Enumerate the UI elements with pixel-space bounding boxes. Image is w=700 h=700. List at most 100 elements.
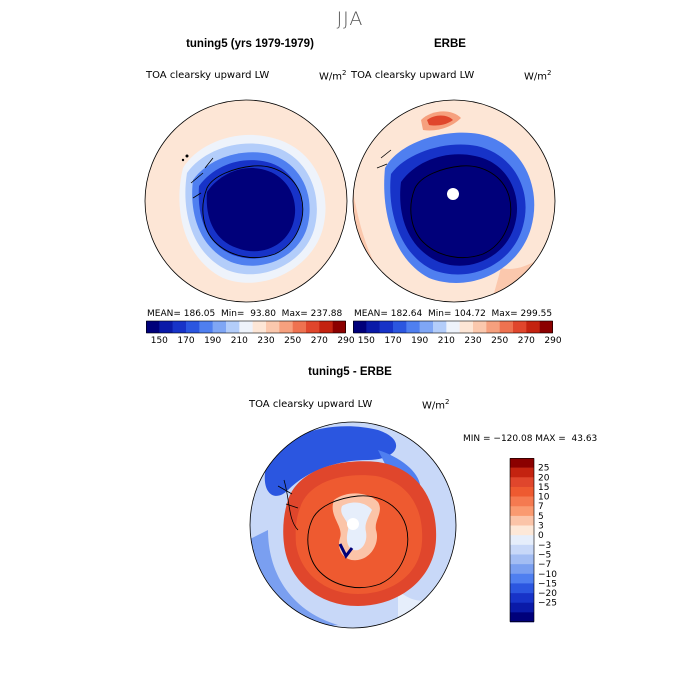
colorbar-tick-label: 190: [411, 336, 429, 346]
colorbar-swatch: [510, 593, 534, 604]
colorbar-swatch: [353, 321, 367, 333]
colorbar-obs: [353, 320, 553, 334]
colorbar-tick-label: −7: [538, 560, 551, 570]
variable-label-model: TOA clearsky upward LW: [146, 70, 270, 81]
colorbar-swatch: [332, 321, 346, 333]
panel-title-diff: tuning5 - ERBE: [308, 366, 392, 378]
colorbar-swatch: [186, 321, 200, 333]
colorbar-tick-label: 7: [538, 502, 544, 512]
colorbar-swatch: [510, 477, 534, 488]
colorbar-swatch: [486, 321, 500, 333]
colorbar-swatch: [510, 573, 534, 584]
colorbar-tick-label: 170: [384, 336, 402, 346]
colorbar-swatch: [473, 321, 487, 333]
colorbar-tick-label: 15: [538, 483, 549, 493]
colorbar-tick-label: 230: [464, 336, 482, 346]
stats-obs: MEAN= 182.64 Min= 104.72 Max= 299.55: [354, 309, 553, 319]
colorbar-swatch: [510, 506, 534, 517]
colorbar-swatch: [172, 321, 187, 333]
colorbar-swatch: [159, 321, 173, 333]
colorbar-tick-label: 5: [538, 512, 544, 522]
colorbar-tick-label: 270: [310, 336, 328, 346]
colorbar-tick-label: 210: [230, 336, 248, 346]
units-label-obs: W/m2: [524, 69, 552, 83]
colorbar-model: [146, 320, 346, 334]
colorbar-swatch: [379, 321, 394, 333]
colorbar-frame: [509, 458, 535, 622]
figure-title: JJA: [336, 8, 364, 30]
colorbar-swatch: [510, 467, 534, 478]
colorbar-tick-label: 150: [150, 336, 168, 346]
colorbar-tick-label: −10: [538, 570, 557, 580]
colorbar-swatch: [212, 321, 227, 333]
colorbar-swatch: [539, 321, 553, 333]
colorbar-swatch: [510, 602, 534, 613]
colorbar-swatch: [146, 321, 160, 333]
colorbar-tick-label: 290: [337, 336, 355, 346]
colorbar-swatch: [513, 321, 527, 333]
colorbar-tick-label: 25: [538, 464, 549, 474]
colorbar-swatch: [252, 321, 267, 333]
colorbar-swatch: [510, 535, 534, 546]
colorbar-tick-label: 270: [517, 336, 535, 346]
panel-title-obs: ERBE: [434, 38, 466, 50]
colorbar-tick-label: 290: [544, 336, 562, 346]
colorbar-tick-label: 3: [538, 522, 544, 532]
colorbar-swatch: [319, 321, 333, 333]
colorbar-tick-label: 0: [538, 531, 544, 541]
colorbar-swatch: [510, 583, 534, 594]
polar-map-obs: [352, 99, 556, 303]
colorbar-swatch: [199, 321, 213, 333]
colorbar-swatch: [510, 496, 534, 507]
colorbar-frame: [146, 320, 346, 334]
colorbar-swatch: [266, 321, 280, 333]
colorbar-swatch: [419, 321, 434, 333]
colorbar-swatch: [292, 321, 307, 333]
colorbar-swatch: [239, 321, 253, 333]
panel-title-model: tuning5 (yrs 1979-1979): [186, 38, 314, 50]
colorbar-tick-label: 170: [177, 336, 195, 346]
colorbar-tick-label: −5: [538, 550, 551, 560]
colorbar-swatch: [510, 612, 534, 623]
colorbar-swatch: [510, 564, 534, 575]
colorbar-tick-label: 210: [437, 336, 455, 346]
colorbar-swatch: [499, 321, 514, 333]
polar-map-diff: [249, 421, 457, 629]
colorbar-tick-label: 230: [257, 336, 275, 346]
stats-diff: MIN = −120.08 MAX = 43.63: [463, 434, 598, 444]
colorbar-swatch: [306, 321, 320, 333]
colorbar-tick-label: −20: [538, 589, 557, 599]
colorbar-swatch: [406, 321, 420, 333]
colorbar-swatch: [446, 321, 460, 333]
colorbar-swatch: [526, 321, 540, 333]
colorbar-swatch: [459, 321, 474, 333]
colorbar-swatch: [510, 515, 534, 526]
variable-label-obs: TOA clearsky upward LW: [351, 70, 475, 81]
colorbar-frame: [353, 320, 553, 334]
units-label-model: W/m2: [319, 69, 347, 83]
polar-map-model: [144, 99, 348, 303]
colorbar-swatch: [226, 321, 240, 333]
colorbar-swatch: [510, 458, 534, 468]
colorbar-tick-label: −3: [538, 541, 551, 551]
colorbar-tick-label: 250: [491, 336, 509, 346]
colorbar-swatch: [393, 321, 407, 333]
colorbar-swatch: [433, 321, 447, 333]
colorbar-swatch: [510, 486, 534, 497]
colorbar-tick-label: 20: [538, 473, 550, 483]
colorbar-swatch: [279, 321, 293, 333]
colorbar-labels-obs: 150 170 190 210 230 250 270 290: [353, 336, 562, 348]
colorbar-tick-label: 10: [538, 493, 550, 503]
colorbar-tick-label: −25: [538, 599, 557, 609]
colorbar-tick-label: 150: [357, 336, 375, 346]
variable-label-diff: TOA clearsky upward LW: [249, 399, 373, 410]
colorbar-tick-label: 250: [284, 336, 302, 346]
colorbar-swatch: [510, 554, 534, 565]
colorbar-tick-label: −15: [538, 579, 557, 589]
colorbar-labels-model: 150 170 190 210 230 250 270 290: [146, 336, 355, 348]
colorbar-swatch: [366, 321, 380, 333]
units-label-diff: W/m2: [422, 398, 450, 412]
colorbar-swatch: [510, 544, 534, 555]
colorbar-swatch: [510, 525, 534, 536]
